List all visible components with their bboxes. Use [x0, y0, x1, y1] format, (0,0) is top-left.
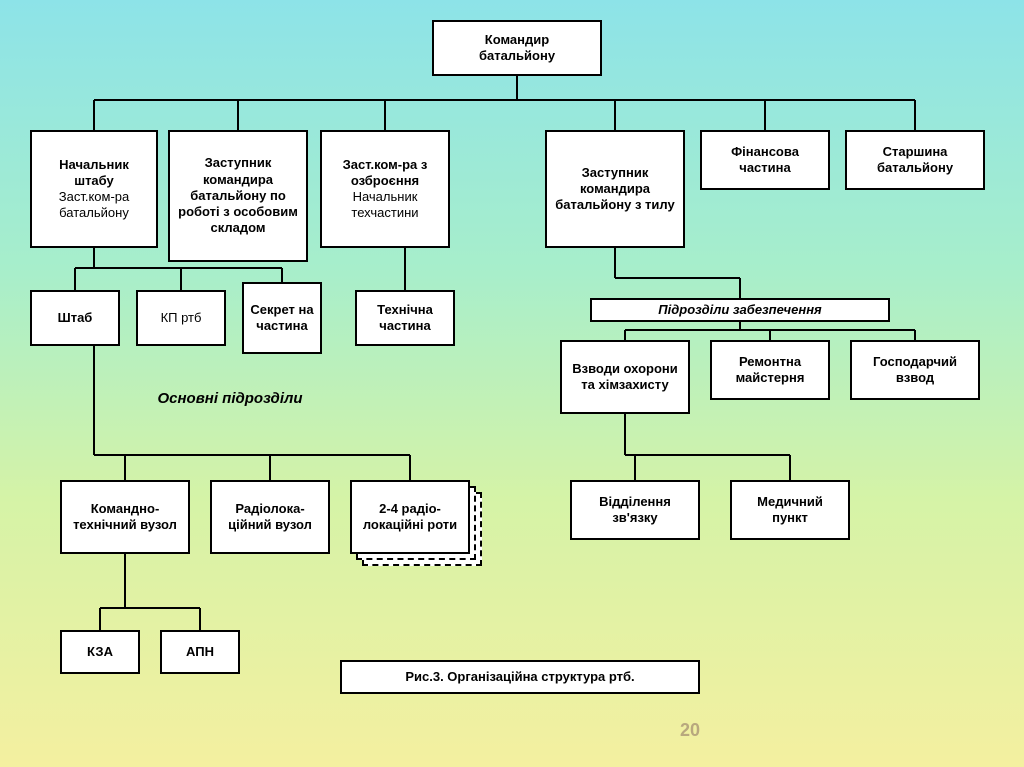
- caption-text: Рис.3. Організаційна структура ртб.: [405, 669, 634, 685]
- node-deputy-arms: Заст.ком-ра з озброєння Начальник техчас…: [320, 130, 450, 248]
- node-apn: АПН: [160, 630, 240, 674]
- techpart-label: Технічна частина: [363, 302, 447, 335]
- ktv-label: Командно-технічний вузол: [68, 501, 182, 534]
- deputy-arms-title: Заст.ком-ра з озброєння: [328, 157, 442, 190]
- root-line1: Командир: [485, 32, 549, 48]
- deputy-personnel-title: Заступник командира батальйону по роботі…: [176, 155, 300, 236]
- main-units-text: Основні підрозділи: [157, 390, 302, 407]
- figure-caption: Рис.3. Організаційна структура ртб.: [340, 660, 700, 694]
- chief-staff-sub: Заст.ком-ра батальйону: [38, 189, 150, 222]
- node-ktv: Командно-технічний вузол: [60, 480, 190, 554]
- rlv-label: Радіолока-ційний вузол: [218, 501, 322, 534]
- repair-label: Ремонтна майстерня: [718, 354, 822, 387]
- node-shtab: Штаб: [30, 290, 120, 346]
- node-deputy-personnel: Заступник командира батальйону по роботі…: [168, 130, 308, 262]
- node-med: Медичний пункт: [730, 480, 850, 540]
- node-repair: Ремонтна майстерня: [710, 340, 830, 400]
- kp-label: КП ртб: [161, 310, 202, 326]
- node-kp: КП ртб: [136, 290, 226, 346]
- node-secret: Секрет на частина: [242, 282, 322, 354]
- deputy-arms-sub: Начальник техчастини: [328, 189, 442, 222]
- node-guard: Взводи охорони та хімзахисту: [560, 340, 690, 414]
- node-rlc: 2-4 радіо-локаційні роти: [350, 480, 470, 554]
- node-root: Командир батальйону: [432, 20, 602, 76]
- med-label: Медичний пункт: [738, 494, 842, 527]
- page-number: 20: [680, 720, 700, 741]
- node-comms: Відділення зв'язку: [570, 480, 700, 540]
- node-deputy-rear: Заступник командира батальйону з тилу: [545, 130, 685, 248]
- comms-label: Відділення зв'язку: [578, 494, 692, 527]
- guard-label: Взводи охорони та хімзахисту: [568, 361, 682, 394]
- node-finance: Фінансова частина: [700, 130, 830, 190]
- secret-label: Секрет на частина: [250, 302, 314, 335]
- root-line2: батальйону: [479, 48, 555, 64]
- node-techpart: Технічна частина: [355, 290, 455, 346]
- household-label: Господарчий взвод: [858, 354, 972, 387]
- node-rlv: Радіолока-ційний вузол: [210, 480, 330, 554]
- support-units-label: Підрозділи забезпечення: [590, 298, 890, 322]
- node-kza: КЗА: [60, 630, 140, 674]
- chief-staff-title: Начальник штабу: [38, 157, 150, 190]
- node-sergeant: Старшина батальйону: [845, 130, 985, 190]
- finance-title: Фінансова частина: [708, 144, 822, 177]
- kza-label: КЗА: [87, 644, 113, 660]
- main-units-label: Основні підрозділи: [120, 390, 340, 407]
- deputy-rear-title: Заступник командира батальйону з тилу: [553, 165, 677, 214]
- shtab-label: Штаб: [58, 310, 93, 326]
- apn-label: АПН: [186, 644, 214, 660]
- sergeant-title: Старшина батальйону: [853, 144, 977, 177]
- support-units-text: Підрозділи забезпечення: [658, 302, 821, 318]
- rlc-label: 2-4 радіо-локаційні роти: [358, 501, 462, 534]
- node-chief-staff: Начальник штабу Заст.ком-ра батальйону: [30, 130, 158, 248]
- node-household: Господарчий взвод: [850, 340, 980, 400]
